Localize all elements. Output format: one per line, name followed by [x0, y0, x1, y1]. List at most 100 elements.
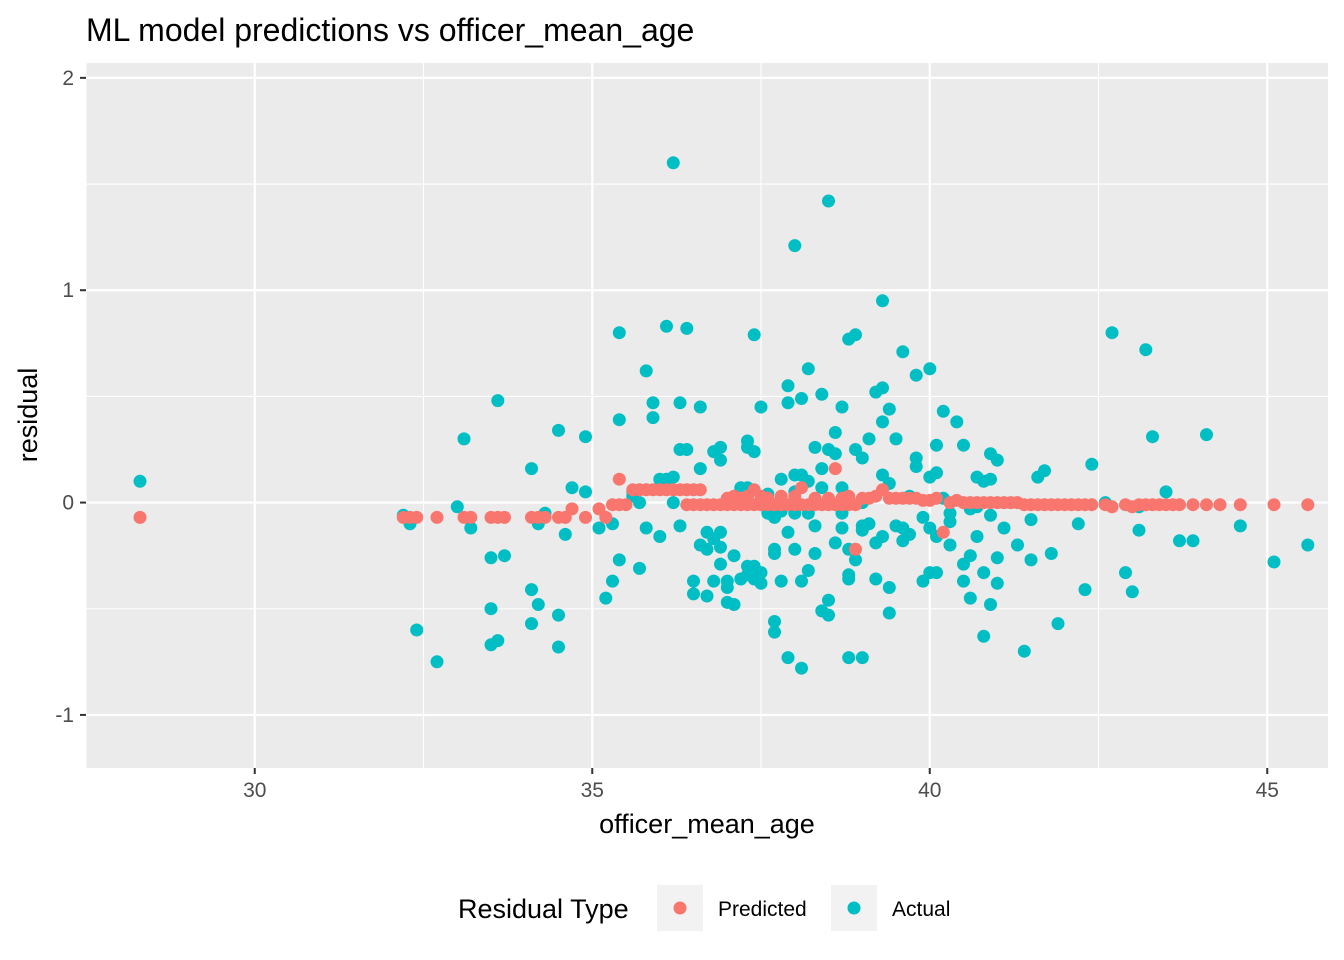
point-predicted [828, 462, 842, 476]
point-actual [1186, 534, 1200, 548]
x-tick-label: 30 [243, 779, 266, 802]
point-actual [484, 602, 498, 616]
point-actual [923, 362, 937, 376]
grid-minor [85, 63, 1328, 768]
point-actual [984, 508, 997, 522]
point-actual [876, 415, 889, 429]
x-tick-label: 40 [918, 779, 941, 802]
point-predicted [1233, 498, 1247, 512]
point-actual [1125, 585, 1139, 599]
point-actual [815, 481, 829, 495]
point-actual [822, 608, 835, 622]
point-actual [491, 634, 505, 648]
point-actual [720, 581, 734, 594]
point-actual [957, 438, 970, 452]
point-predicted [1267, 498, 1281, 512]
point-actual [646, 396, 660, 410]
point-actual [653, 530, 667, 543]
point-actual [781, 651, 795, 665]
point-actual [849, 553, 862, 567]
point-actual [612, 413, 626, 427]
point-actual [990, 551, 1004, 565]
point-predicted [774, 489, 788, 503]
point-actual [862, 517, 876, 531]
point-actual [531, 598, 545, 611]
point-predicted [1173, 498, 1186, 512]
point-actual [828, 426, 842, 439]
point-actual [552, 423, 565, 437]
series-actual [133, 156, 1315, 675]
point-predicted [849, 542, 862, 556]
point-actual [727, 549, 741, 563]
point-actual [795, 574, 808, 588]
point-actual [950, 415, 964, 429]
point-actual [990, 576, 1004, 590]
point-actual [903, 527, 916, 541]
x-tick-labels: 30 35 40 45 [243, 779, 1279, 802]
point-predicted [430, 510, 444, 524]
point-actual [1233, 519, 1247, 533]
point-actual [491, 394, 505, 408]
point-actual [990, 453, 1004, 467]
point-actual [133, 474, 147, 488]
point-actual [579, 430, 592, 444]
point-actual [693, 400, 707, 414]
point-actual [700, 589, 714, 603]
point-actual [747, 445, 761, 459]
point-actual [882, 581, 896, 594]
point-actual [774, 574, 788, 588]
point-actual [781, 379, 795, 393]
point-actual [484, 551, 498, 565]
point-actual [646, 411, 660, 425]
point-actual [1051, 617, 1065, 631]
point-actual [673, 519, 687, 533]
point-actual [781, 396, 795, 410]
y-tick-label: 2 [62, 67, 74, 90]
point-actual [916, 510, 930, 524]
point-actual [1159, 485, 1173, 499]
point-actual [714, 525, 727, 539]
point-actual [889, 432, 903, 446]
point-actual [849, 328, 862, 342]
point-actual [700, 542, 714, 556]
point-actual [666, 470, 680, 484]
point-actual [768, 615, 781, 628]
y-axis-title: residual [13, 368, 43, 463]
point-actual [842, 651, 856, 665]
point-actual [1267, 555, 1281, 569]
point-actual [963, 549, 977, 563]
point-actual [1017, 644, 1031, 658]
point-actual [1044, 547, 1058, 560]
point-actual [754, 566, 768, 580]
plot-panel [86, 63, 1328, 768]
point-actual [714, 540, 727, 554]
point-actual [687, 574, 700, 588]
point-actual [822, 194, 835, 208]
legend: Residual Type Predicted Actual [458, 885, 950, 931]
point-actual [768, 542, 781, 556]
series-predicted [133, 462, 1315, 556]
y-tick-labels: -1 0 1 2 [55, 67, 74, 727]
point-actual [1011, 538, 1024, 552]
point-predicted [538, 510, 552, 524]
point-predicted [1200, 498, 1213, 512]
point-actual [788, 239, 802, 253]
point-actual [498, 549, 511, 563]
point-predicted [612, 472, 626, 486]
point-actual [822, 593, 835, 607]
point-actual [666, 496, 680, 510]
point-actual [835, 400, 849, 414]
point-actual [612, 326, 626, 340]
point-actual [808, 547, 822, 560]
point-actual [1078, 583, 1092, 597]
point-actual [714, 557, 727, 571]
point-actual [525, 583, 538, 597]
point-actual [862, 432, 876, 446]
point-actual [909, 368, 923, 382]
point-actual [768, 625, 781, 639]
point-predicted [693, 483, 707, 497]
point-predicted [565, 502, 579, 516]
point-predicted [1213, 498, 1227, 512]
point-actual [754, 400, 768, 414]
point-actual [930, 566, 943, 580]
